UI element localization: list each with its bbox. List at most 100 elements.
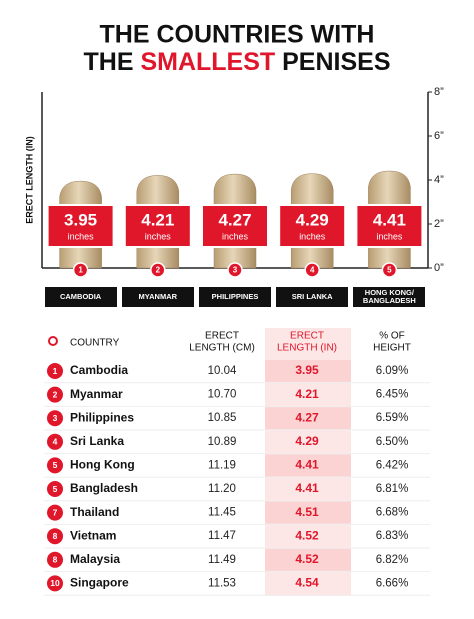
highlight-cell bbox=[265, 360, 351, 382]
rank-label: 4 bbox=[53, 437, 58, 447]
x-tick-label: CAMBODIA bbox=[44, 287, 117, 307]
country-name: Thailand bbox=[70, 505, 119, 519]
pct-value: 6.50% bbox=[376, 436, 409, 448]
cm-value: 10.89 bbox=[208, 436, 237, 448]
highlight-cell bbox=[265, 454, 351, 477]
y-tick-label: 0” bbox=[434, 262, 444, 274]
rank-label: 4 bbox=[310, 266, 315, 275]
country-name: Singapore bbox=[70, 576, 129, 590]
rank-label: 8 bbox=[53, 531, 58, 541]
rank-label: 3 bbox=[233, 266, 238, 275]
rank-badge bbox=[47, 481, 63, 497]
unit-label: inches bbox=[376, 231, 403, 241]
title-line: THE COUNTRIES WITH bbox=[100, 21, 375, 49]
value-box bbox=[201, 204, 269, 248]
unit-label: inches bbox=[68, 231, 95, 241]
unit-label: inches bbox=[145, 231, 172, 241]
in-value: 4.52 bbox=[295, 552, 319, 566]
pct-value: 6.45% bbox=[376, 389, 409, 401]
y-tick-label: 4” bbox=[434, 174, 444, 186]
pct-value: 6.59% bbox=[376, 412, 409, 424]
y-tick-label: 6” bbox=[434, 130, 444, 142]
rank-label: 10 bbox=[50, 578, 60, 588]
rank-badge bbox=[47, 386, 63, 403]
title-part: PENISES bbox=[282, 48, 390, 76]
value-label: 4.27 bbox=[218, 210, 251, 229]
pct-value: 6.82% bbox=[376, 554, 409, 566]
rank-badge bbox=[227, 262, 243, 278]
unit-label: inches bbox=[299, 231, 326, 241]
in-value: 4.29 bbox=[295, 434, 319, 448]
y-tick-label: 8” bbox=[434, 86, 444, 98]
column-header: ERECT bbox=[205, 331, 239, 342]
column-header: % OF bbox=[379, 331, 405, 342]
country-name: Cambodia bbox=[70, 363, 128, 377]
unit-label: inches bbox=[222, 231, 249, 241]
in-value: 4.52 bbox=[295, 528, 319, 542]
rank-label: 1 bbox=[78, 266, 83, 275]
rank-badge bbox=[47, 528, 63, 545]
column-header: LENGTH (IN) bbox=[277, 343, 337, 354]
cm-value: 11.53 bbox=[208, 577, 236, 589]
rank-badge bbox=[47, 457, 63, 474]
title-highlight: SMALLEST bbox=[140, 48, 275, 76]
rank-label: 2 bbox=[53, 389, 58, 399]
value-label: 4.21 bbox=[141, 210, 174, 229]
in-value: 4.51 bbox=[295, 505, 319, 519]
column-header: LENGTH (CM) bbox=[189, 343, 255, 354]
country-name: Malaysia bbox=[70, 552, 120, 566]
rank-badge bbox=[304, 262, 320, 278]
value-label: 3.95 bbox=[64, 210, 97, 229]
value-box bbox=[123, 204, 192, 248]
country-name: Vietnam bbox=[70, 528, 116, 542]
rank-badge bbox=[47, 433, 63, 450]
x-tick-label: MYANMAR bbox=[121, 287, 194, 307]
in-value: 4.27 bbox=[295, 410, 319, 424]
rank-label: 1 bbox=[53, 366, 58, 376]
rank-badge bbox=[47, 504, 63, 521]
cm-value: 11.49 bbox=[208, 554, 236, 566]
rank-label: 3 bbox=[53, 413, 58, 423]
country-name: Sri Lanka bbox=[70, 434, 124, 448]
cm-value: 11.20 bbox=[208, 483, 236, 495]
rank-badge bbox=[72, 262, 89, 278]
pct-value: 6.83% bbox=[376, 530, 409, 542]
value-label: 4.29 bbox=[296, 210, 329, 229]
pct-value: 6.81% bbox=[376, 483, 409, 495]
country-icon bbox=[48, 336, 58, 346]
pct-value: 6.42% bbox=[376, 459, 409, 471]
rank-label: 8 bbox=[53, 555, 58, 565]
rank-label: 5 bbox=[53, 484, 58, 494]
highlight-cell bbox=[265, 407, 351, 430]
value-label: 4.41 bbox=[373, 210, 406, 229]
rank-badge bbox=[47, 410, 63, 427]
title-part: THE bbox=[84, 48, 134, 76]
column-header: ERECT bbox=[290, 331, 324, 342]
rank-label: 2 bbox=[156, 266, 161, 275]
country-name: Myanmar bbox=[70, 387, 123, 401]
cm-value: 11.19 bbox=[208, 459, 236, 471]
cm-value: 11.45 bbox=[208, 507, 236, 519]
country-name: Philippines bbox=[70, 410, 134, 424]
value-box bbox=[46, 204, 115, 248]
y-tick-label: 2” bbox=[434, 218, 444, 230]
x-tick-label: HONG KONG/ BANGLADESH bbox=[353, 287, 426, 307]
y-axis-label: ERECT LENGTH (IN) bbox=[24, 136, 34, 224]
x-tick-label: SRI LANKA bbox=[276, 287, 349, 307]
rank-label: 7 bbox=[53, 507, 58, 517]
in-value: 4.21 bbox=[295, 387, 319, 401]
rank-badge bbox=[47, 551, 63, 568]
cm-value: 10.04 bbox=[208, 365, 237, 377]
x-tick-label: PHILIPPINES bbox=[199, 287, 271, 307]
value-box bbox=[278, 204, 347, 248]
in-value: 4.41 bbox=[295, 458, 319, 472]
rank-label: 5 bbox=[53, 460, 58, 470]
country-name: Bangladesh bbox=[70, 481, 138, 495]
rank-label: 5 bbox=[387, 266, 392, 275]
rank-badge bbox=[150, 262, 166, 278]
country-name: Hong Kong bbox=[70, 458, 135, 472]
pct-value: 6.09% bbox=[376, 365, 409, 377]
rank-badge bbox=[47, 575, 63, 592]
